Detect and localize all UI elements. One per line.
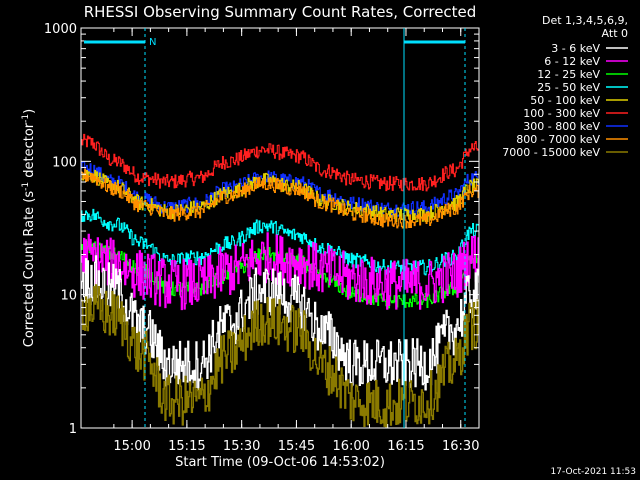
y-tick-label-0: 1 (69, 422, 77, 437)
legend-header-line1: Det 1,3,4,5,6,9, (542, 14, 628, 27)
legend-label-50-100-kev: 50 - 100 keV (530, 94, 600, 107)
legend-header-line2: Att 0 (602, 27, 628, 40)
legend-label-800-7000-kev: 800 - 7000 keV (516, 133, 600, 146)
x-tick-label-4: 16:00 (332, 439, 369, 454)
y-tick-label-2: 100 (52, 155, 77, 170)
plot-area (81, 133, 479, 428)
series-line-6-12-kev (81, 232, 479, 311)
y-axis-label-main: Corrected Count Rate (s (22, 191, 37, 348)
legend-label-7000-15000-kev: 7000 - 15000 keV (502, 146, 600, 159)
series-line-100-300-kev (81, 133, 479, 192)
y-axis-label-sup1: -1 (21, 182, 31, 191)
series-800-7000-kev (81, 168, 479, 229)
series-line-25-50-kev (81, 208, 479, 276)
series-100-300-kev (81, 133, 479, 192)
y-axis-label-end: ) (22, 109, 37, 114)
y-axis-label-mid: detector (22, 122, 37, 182)
observing-markers: N (84, 28, 466, 428)
legend-label-100-300-kev: 100 - 300 keV (523, 107, 600, 120)
y-axis-label-sup2: -1 (21, 114, 31, 123)
x-tick-label-0: 15:00 (113, 439, 150, 454)
x-axis-label: Start Time (09-Oct-06 14:53:02) (175, 455, 385, 470)
x-tick-label-2: 15:30 (223, 439, 260, 454)
series-line-800-7000-kev (81, 168, 479, 229)
legend-label-3-6-kev: 3 - 6 keV (551, 42, 600, 55)
y-axis: 1 10 100 1000 (44, 22, 479, 437)
plot-frame (80, 27, 480, 429)
legend-label-25-50-kev: 25 - 50 keV (537, 81, 600, 94)
x-tick-label-1: 15:15 (168, 439, 205, 454)
x-tick-label-5: 16:15 (387, 439, 424, 454)
x-tick-label-3: 15:45 (278, 439, 315, 454)
series-6-12-kev (81, 232, 479, 311)
y-tick-label-1: 10 (60, 289, 77, 304)
legend-label-6-12-kev: 6 - 12 keV (544, 55, 600, 68)
legend-label-12-25-kev: 12 - 25 keV (537, 68, 600, 81)
footer-date: 17-Oct-2021 11:53 (551, 467, 636, 477)
y-tick-label-3: 1000 (44, 22, 77, 37)
legend-label-300-800-kev: 300 - 800 keV (523, 120, 600, 133)
series-line-3-6-kev (81, 255, 479, 391)
series-25-50-kev (81, 208, 479, 276)
y-axis-label: Corrected Count Rate (s-1 detector-1) (21, 109, 37, 347)
x-tick-label-6: 16:30 (442, 439, 479, 454)
series-line-7000-15000-kev (81, 284, 479, 428)
series-7000-15000-kev (81, 284, 479, 428)
chart-title: RHESSI Observing Summary Count Rates, Co… (84, 3, 477, 21)
x-axis: 15:00 15:15 15:30 15:45 16:00 16:15 16:30 (113, 28, 480, 454)
annotation-n: N (149, 37, 156, 48)
series-3-6-kev (81, 255, 479, 391)
